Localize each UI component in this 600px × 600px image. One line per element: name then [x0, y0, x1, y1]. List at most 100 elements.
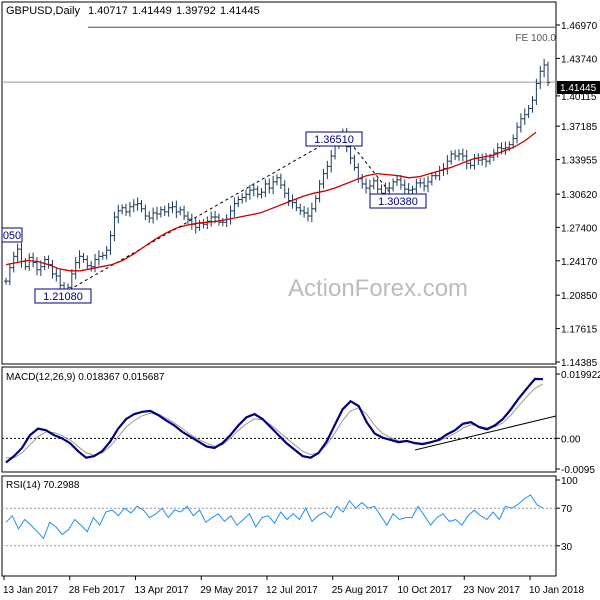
price-bar	[298, 203, 303, 215]
price-bar	[530, 96, 535, 113]
price-bar	[433, 171, 438, 180]
price-bar	[503, 141, 508, 155]
time-tick-label: 23 Nov 2017	[463, 585, 520, 596]
price-bar	[364, 178, 369, 194]
current-price-tag: 1.41445	[557, 81, 600, 94]
macd-axis: 0.019922 0.00 -0.0095	[556, 370, 600, 476]
price-bar	[309, 202, 314, 223]
price-bar	[232, 197, 237, 217]
price-bar	[468, 159, 473, 169]
price-bar	[50, 259, 55, 279]
price-bar	[538, 65, 543, 90]
watermark: ActionForex.com	[288, 275, 468, 302]
ohlc-open: 1.40717	[88, 5, 128, 17]
ohlc-low: 1.39792	[176, 5, 216, 17]
time-tick-label: 10 Oct 2017	[398, 585, 453, 596]
macd-tick-label: 0.00	[561, 434, 581, 445]
price-bar	[209, 211, 214, 227]
price-bar	[352, 154, 357, 171]
price-bar	[278, 173, 283, 190]
rsi-path	[5, 494, 544, 540]
time-tick-label: 12 Jul 2017	[266, 585, 318, 596]
price-panel-frame	[1, 1, 557, 365]
price-bar	[402, 179, 407, 195]
price-bar	[286, 187, 291, 206]
price-bar	[271, 175, 276, 195]
price-bar	[546, 61, 550, 87]
price-bar	[251, 182, 256, 197]
price-bar	[259, 188, 264, 199]
price-bar	[294, 199, 299, 212]
moving-average-path	[5, 131, 537, 272]
price-bar	[11, 251, 16, 273]
macd-panel-frame	[1, 366, 557, 473]
macd-title: MACD(12,26,9) 0.018367 0.015687	[6, 372, 165, 383]
time-tick-label: 13 Apr 2017	[135, 585, 189, 596]
rsi-line	[5, 494, 544, 540]
price-bar	[464, 149, 469, 170]
price-bar	[178, 206, 183, 216]
price-bar	[31, 252, 36, 268]
time-tick-label: 13 Jan 2017	[3, 585, 58, 596]
price-bar	[480, 153, 485, 166]
price-tick-label: 1.20850	[561, 291, 598, 302]
fe-100-label: FE 100.0	[515, 33, 556, 44]
price-bar	[81, 252, 86, 263]
macd-lines	[5, 377, 544, 464]
price-bar	[515, 122, 520, 144]
price-bar	[131, 199, 136, 213]
price-bar	[100, 251, 105, 260]
ohlc-close: 1.41445	[220, 5, 260, 17]
price-bar	[534, 78, 539, 105]
symbol-title: GBPUSD,Daily	[6, 5, 80, 17]
price-bar	[158, 206, 163, 218]
price-bar	[182, 205, 187, 221]
price-bar	[375, 176, 380, 194]
price-bar	[108, 230, 113, 255]
svg-text:1.30380: 1.30380	[378, 196, 418, 208]
price-bar	[166, 202, 171, 217]
price-bar	[410, 185, 415, 194]
label-low-1-21080: 1.21080	[34, 288, 92, 304]
price-bar	[313, 195, 318, 213]
price-bar	[162, 205, 167, 216]
price-bar	[425, 175, 430, 193]
label-clipped-050: 050	[1, 227, 23, 243]
svg-text:050: 050	[3, 230, 21, 242]
price-bar	[484, 152, 489, 168]
price-bar	[387, 181, 392, 195]
price-bar	[120, 204, 125, 215]
price-bar	[325, 160, 330, 180]
rsi-tick-label: 30	[561, 542, 573, 553]
price-bar	[34, 257, 39, 276]
price-bar	[73, 257, 78, 280]
price-bar	[518, 113, 523, 133]
price-tick-label: 1.27400	[561, 223, 598, 234]
price-bar	[371, 177, 376, 190]
price-bar	[244, 189, 249, 203]
price-tick-label: 1.14385	[561, 358, 598, 369]
svg-text:1.21080: 1.21080	[43, 291, 83, 303]
price-bar	[216, 213, 221, 226]
price-bar	[414, 178, 419, 194]
price-bar	[456, 149, 461, 161]
rsi-title: RSI(14) 70.2988	[6, 480, 80, 491]
price-bar	[58, 269, 63, 292]
price-bar	[282, 180, 287, 199]
price-bar	[395, 175, 400, 186]
time-tick-label: 10 Jan 2018	[529, 585, 584, 596]
price-panel[interactable]: GBPUSD,Daily 1.40717 1.41449 1.39792 1.4…	[1, 1, 600, 369]
price-bar	[422, 177, 427, 192]
price-tick-label: 1.17615	[561, 325, 598, 336]
price-bar	[147, 211, 152, 223]
label-low-1-30380: 1.30380	[369, 193, 427, 209]
macd-tick-label: 0.019922	[561, 370, 600, 381]
price-bar	[7, 263, 12, 286]
svg-text:1.36510: 1.36510	[314, 134, 354, 146]
price-bar	[93, 253, 98, 273]
rsi-panel[interactable]: RSI(14) 70.2988 100 70 30	[1, 475, 578, 577]
macd-panel[interactable]: MACD(12,26,9) 0.018367 0.015687 0.019922…	[1, 366, 600, 476]
price-bar	[542, 58, 547, 78]
